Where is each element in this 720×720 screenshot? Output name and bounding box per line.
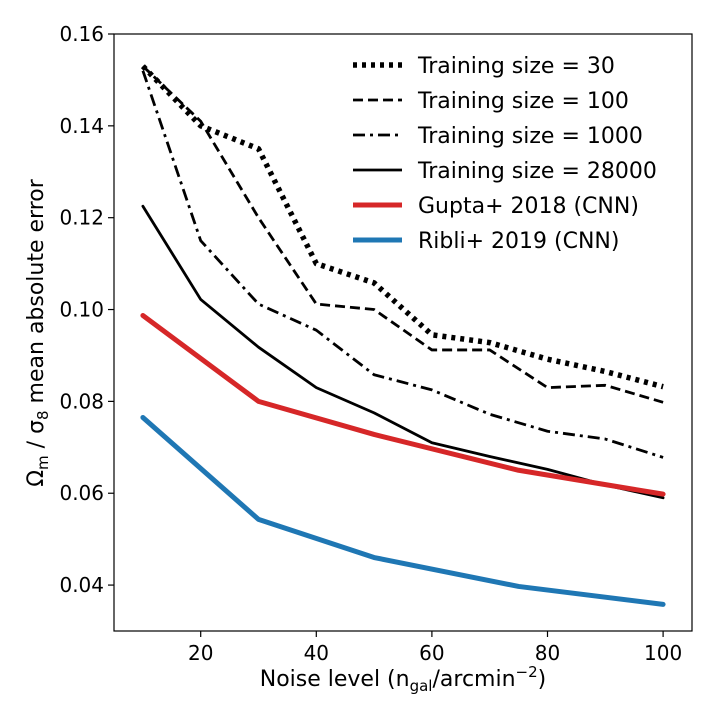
x-tick-label: 40: [304, 641, 329, 665]
series-layer: [140, 64, 666, 607]
legend-label-training-size-100: Training size = 100: [417, 89, 629, 114]
y-tick-label: 0.14: [59, 114, 104, 138]
x-tick-label: 20: [188, 641, 213, 665]
series-line-gupta-2018-cnn: [140, 313, 666, 497]
series-line-training-size-30: [140, 64, 664, 390]
series-line-training-size-28000: [141, 204, 665, 500]
legend: Training size = 30 Training size = 100 Tra…: [353, 54, 657, 254]
x-axis-label: Noise level (ngal/arcmin−2): [260, 663, 547, 695]
series-line-ribli-2019-cnn: [140, 414, 666, 607]
legend-label-gupta-2018-cnn: Gupta+ 2018 (CNN): [418, 194, 639, 219]
x-tick-label: 80: [535, 641, 560, 665]
y-tick-label: 0.16: [59, 22, 104, 46]
series-line-training-size-1000: [141, 70, 664, 459]
series-line-training-size-100: [141, 65, 664, 404]
x-tick-label: 100: [644, 641, 682, 665]
legend-label-training-size-28000: Training size = 28000: [417, 159, 657, 184]
y-tick-label: 0.06: [59, 481, 104, 505]
y-axis-label: Ωm / σ8 mean absolute error: [24, 178, 52, 486]
tick-layer: 20 40 60 80 100 0.04 0.06 0.08 0.10 0.12 0.14 0.16: [59, 22, 682, 665]
y-tick-label: 0.08: [59, 389, 104, 413]
legend-label-training-size-30: Training size = 30: [417, 54, 615, 79]
y-tick-label: 0.12: [59, 206, 104, 230]
legend-label-training-size-1000: Training size = 1000: [417, 124, 643, 149]
legend-label-ribli-2019-cnn: Ribli+ 2019 (CNN): [418, 229, 619, 254]
plot-area-frame: [113, 33, 693, 632]
y-tick-label: 0.10: [59, 298, 104, 322]
y-tick-label: 0.04: [59, 573, 104, 597]
x-tick-label: 60: [419, 641, 444, 665]
